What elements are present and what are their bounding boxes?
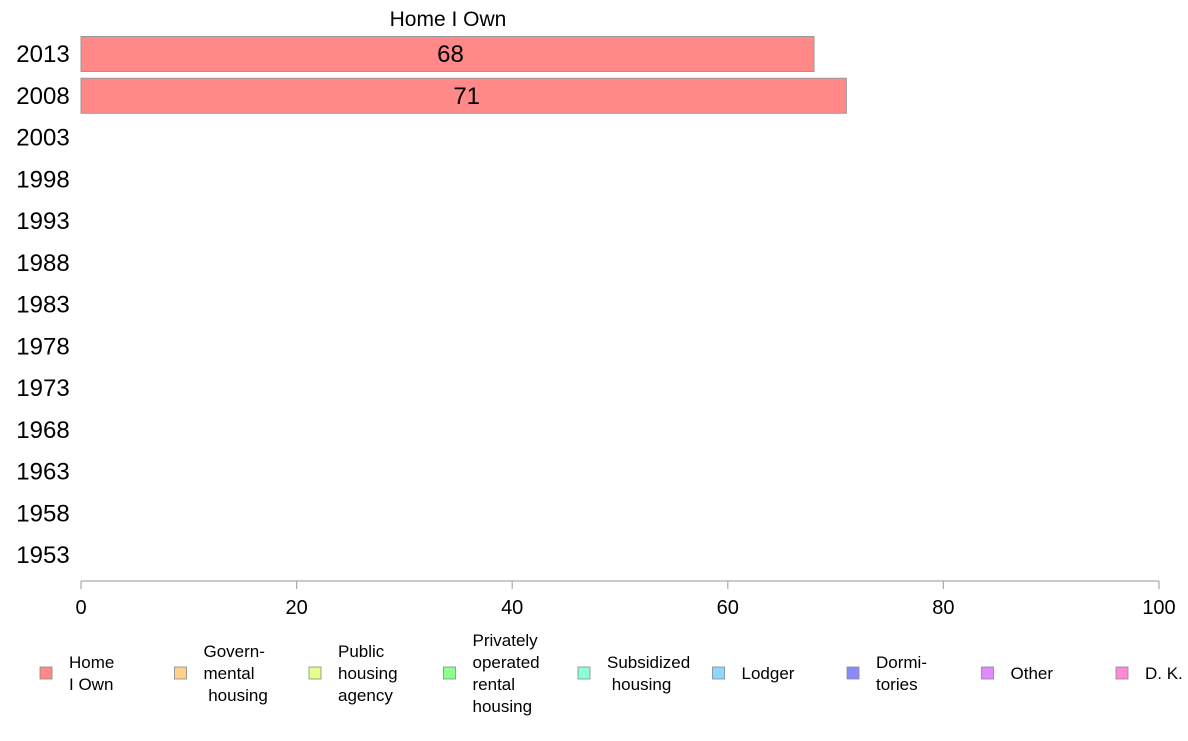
legend-swatch: [712, 666, 725, 680]
x-tick-label: 60: [717, 597, 739, 619]
x-tick-label: 20: [285, 597, 307, 619]
legend-swatch: [577, 666, 591, 680]
year-label: 1998: [16, 166, 69, 193]
legend-item: Home I Own: [39, 653, 114, 694]
year-label: 1968: [16, 417, 69, 444]
legend-label: Lodger: [742, 664, 795, 683]
year-label: 2013: [16, 41, 69, 68]
bar: [80, 77, 847, 114]
legend-label: Other: [1011, 664, 1054, 683]
legend-label: Home I Own: [69, 653, 114, 694]
x-tick-label: 40: [501, 597, 523, 619]
legend-label: D. K.: [1145, 664, 1183, 683]
x-tick-label: 100: [1142, 597, 1175, 619]
year-label: 2003: [16, 125, 69, 152]
legend-label: Privately operated rental housing: [473, 631, 540, 716]
legend-item: Privately operated rental housing: [443, 631, 540, 716]
legend-label: Govern-mental housing: [204, 642, 268, 705]
legend-swatch: [846, 666, 860, 680]
legend-item: D. K.: [1115, 664, 1183, 683]
year-label: 1963: [16, 459, 69, 486]
year-label: 1978: [16, 333, 69, 360]
legend-label: Dormi-tories: [876, 653, 927, 694]
bar-value-label: 68: [437, 41, 464, 68]
y-axis-labels: 2013 2008 2003 1998 1993 1988 1983 1978 1973 1968…: [16, 41, 69, 569]
year-label: 1993: [16, 208, 69, 235]
legend-item: Lodger: [712, 664, 795, 683]
year-label: 1983: [16, 292, 69, 319]
year-label: 1953: [16, 542, 69, 569]
year-label: 1958: [16, 500, 69, 527]
bar: [80, 36, 815, 72]
year-label: 1973: [16, 375, 69, 402]
legend-swatch: [443, 666, 456, 680]
year-label: 1988: [16, 250, 69, 277]
x-axis: 0 20 40 60 80 100: [75, 580, 1176, 619]
legend-item: Subsidized housing: [577, 653, 690, 694]
legend-label: Subsidized housing: [607, 653, 690, 694]
legend-item: Other: [981, 664, 1054, 683]
legend-item: Public housing agency: [308, 642, 398, 705]
bars-layer: 68 71: [80, 36, 847, 114]
legend-swatch: [981, 666, 994, 680]
chart-title: Home I Own: [390, 8, 507, 31]
x-tick-label: 80: [932, 597, 954, 619]
legend-swatch: [1115, 666, 1129, 680]
legend-swatch: [39, 666, 53, 680]
year-label: 2008: [16, 83, 69, 110]
legend-swatch: [308, 666, 322, 680]
x-tick-label: 0: [75, 597, 86, 619]
legend-item: Govern-mental housing: [174, 642, 268, 705]
legend: Home I Own Govern-mental housing Public hous…: [39, 631, 1183, 716]
legend-label: Public housing agency: [338, 642, 398, 705]
bar-value-label: 71: [453, 83, 480, 110]
legend-swatch: [174, 666, 187, 680]
legend-item: Dormi-tories: [846, 653, 927, 694]
